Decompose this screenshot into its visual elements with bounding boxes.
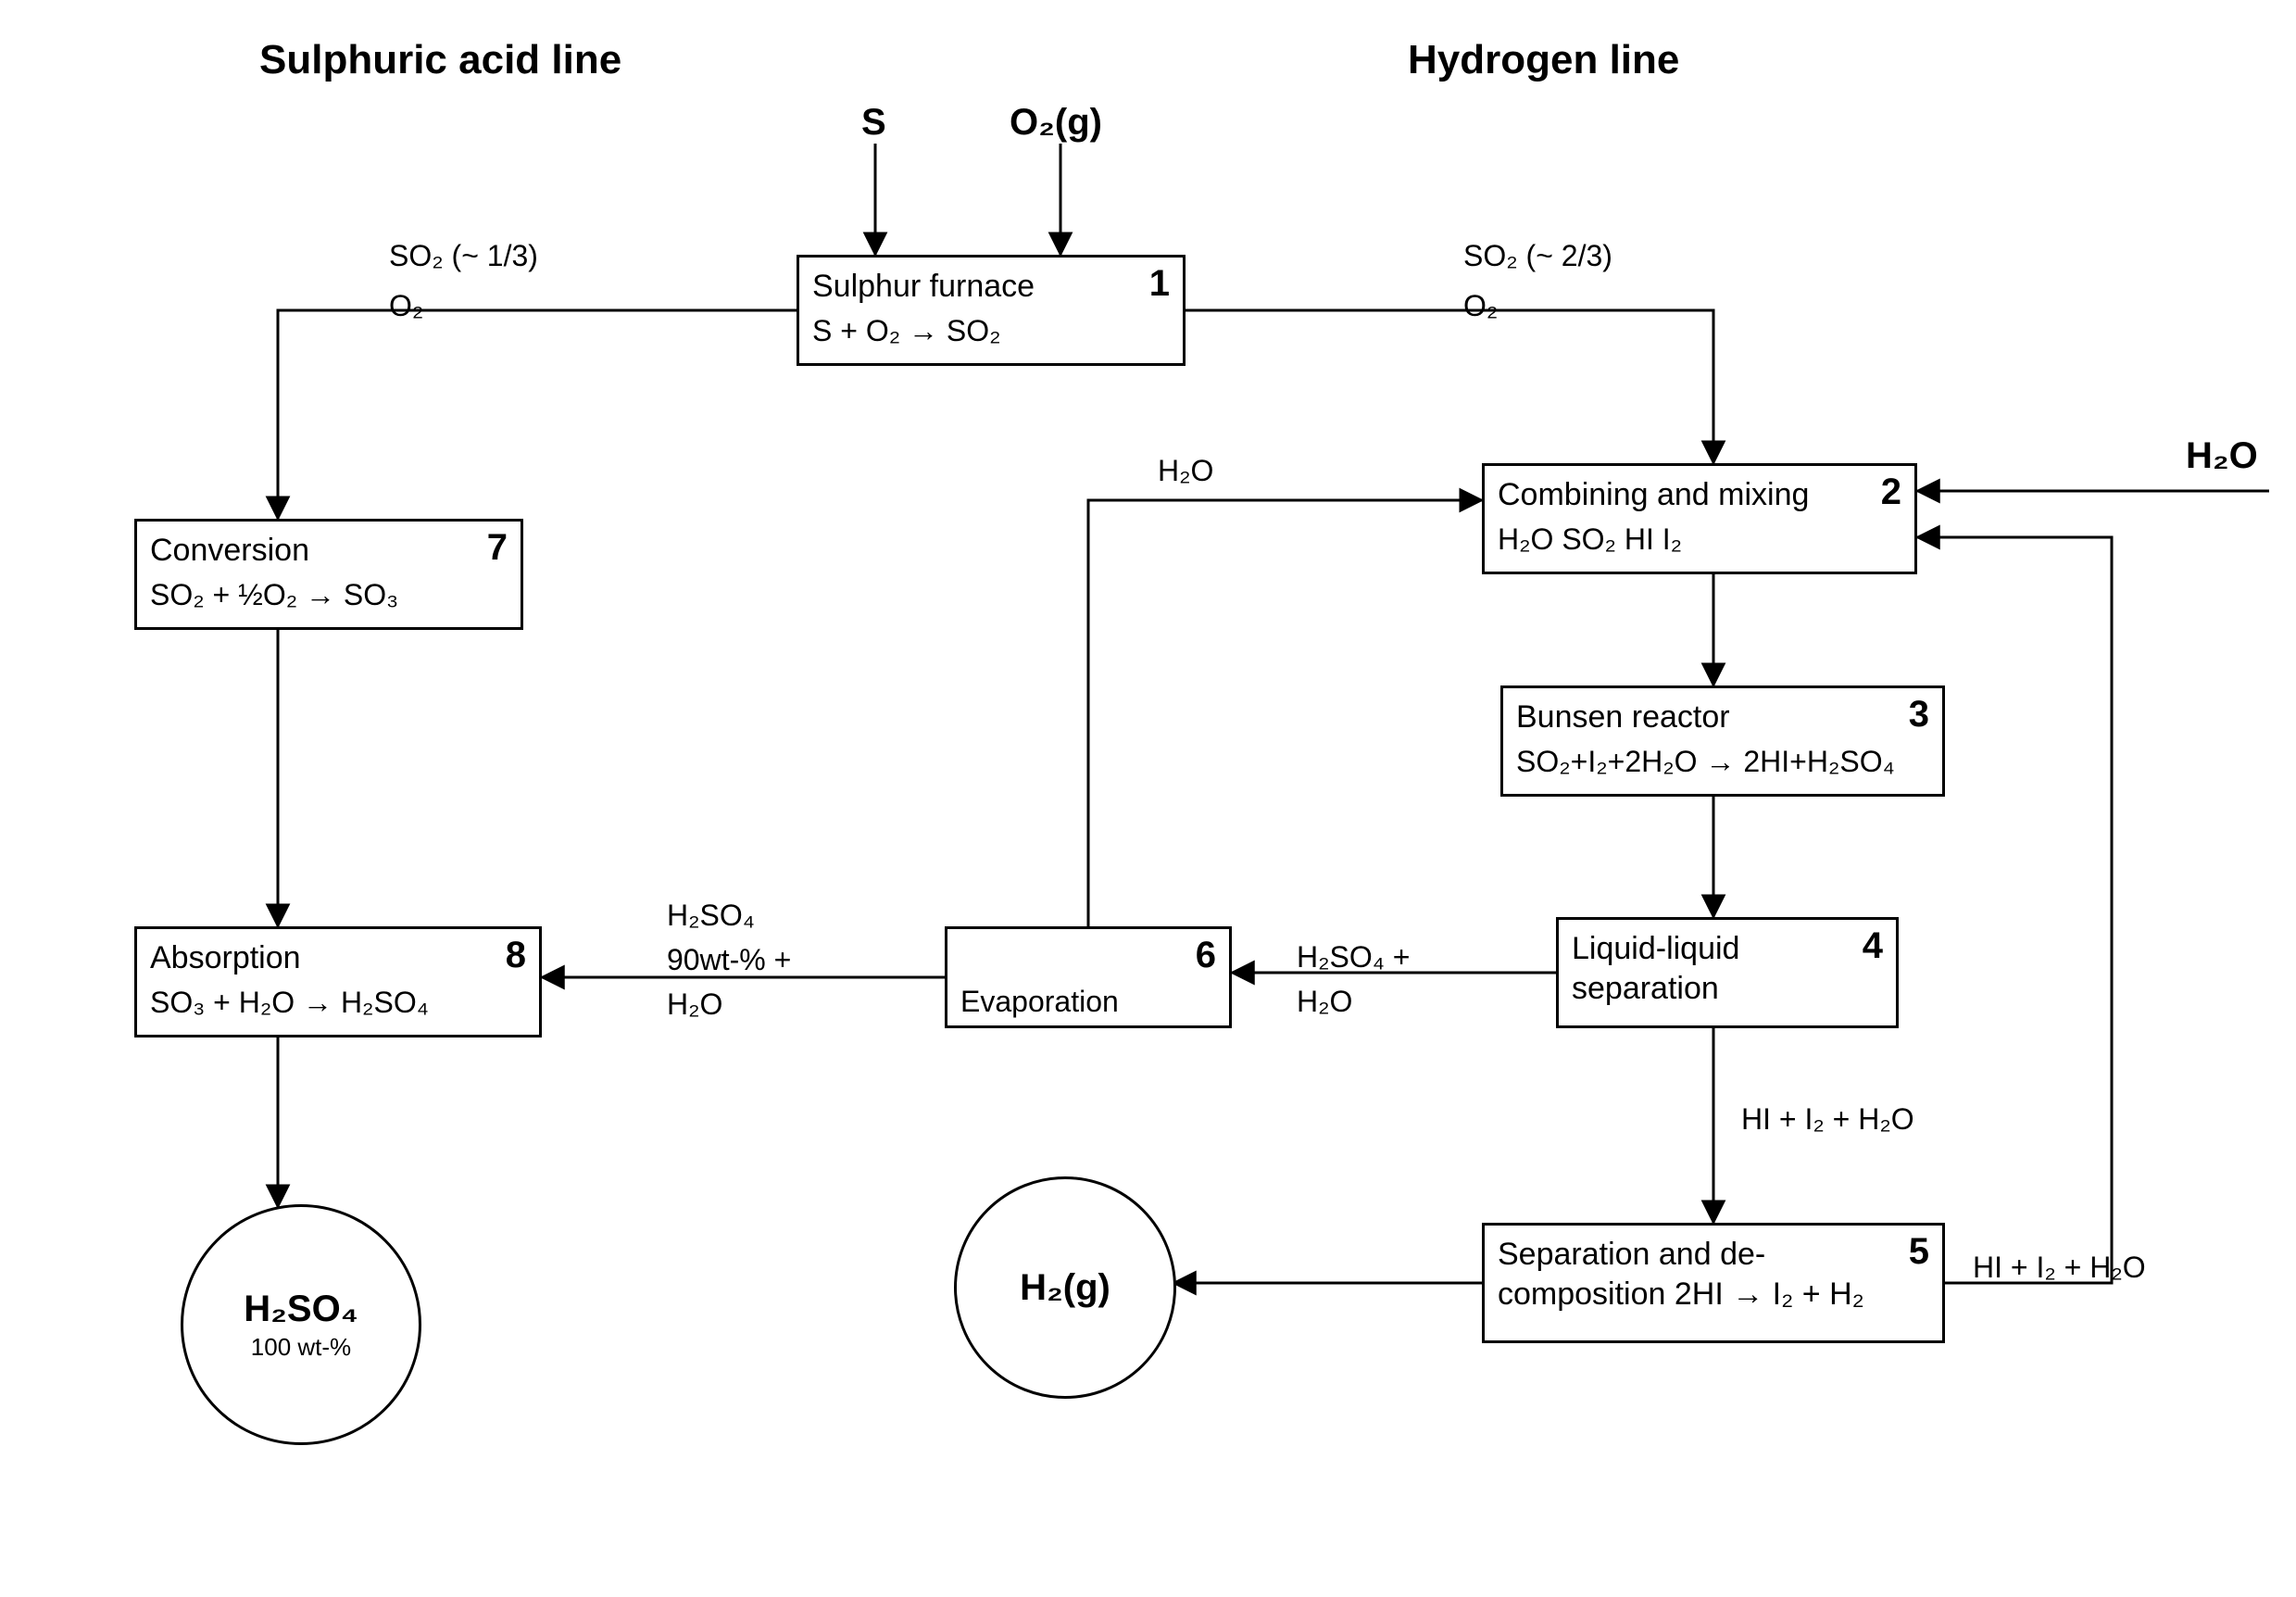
node-2-title: Combining and mixing (1498, 475, 1901, 515)
edge-1_to_left (278, 310, 797, 519)
node-3-eq: SO₂+I₂+2H₂O → 2HI+H₂SO₄ (1516, 743, 1929, 780)
edge-5_loop_2 (1917, 537, 2112, 1283)
node-8-number: 8 (506, 935, 526, 976)
edge-label-6to8b: 90wt-% + (667, 943, 791, 977)
edge-label-6to2: H₂O (1158, 454, 1213, 488)
node-3-number: 3 (1909, 694, 1929, 736)
node-2-number: 2 (1881, 472, 1901, 513)
node-4-title: Liquid-liquid (1572, 929, 1883, 969)
edge-label-4to5: HI + I₂ + H₂O (1741, 1102, 1914, 1137)
input-O2: O₂(g) (1010, 102, 1102, 144)
node-2-eq: H₂O SO₂ HI I₂ (1498, 521, 1901, 558)
node-8-eq: SO₃ + H₂O → H₂SO₄ (150, 984, 526, 1021)
header-left: Sulphuric acid line (259, 37, 621, 83)
input-S: S (861, 102, 886, 144)
edge-label-6to8a: H₂SO₄ (667, 899, 755, 933)
node-4: 4 Liquid-liquid separation (1556, 917, 1899, 1028)
node-5: 5 Separation and de- composition 2HI → I… (1482, 1223, 1945, 1343)
circle-h2so4-sub: 100 wt-% (251, 1333, 351, 1362)
circle-h2so4: H₂SO₄ 100 wt-% (181, 1204, 421, 1445)
edge-label-5loop: HI + I₂ + H₂O (1973, 1251, 2146, 1285)
node-2: 2 Combining and mixing H₂O SO₂ HI I₂ (1482, 463, 1917, 574)
node-1-number: 1 (1149, 263, 1170, 305)
node-1-eq: S + O₂ → SO₂ (812, 312, 1170, 349)
node-4-number: 4 (1863, 925, 1883, 967)
node-6: 6 Evaporation (945, 926, 1232, 1028)
node-7-title: Conversion (150, 531, 508, 571)
edge-label-left-top: SO₂ (~ 1/3) (389, 239, 538, 273)
edge-label-4to6a: H₂SO₄ + (1297, 940, 1410, 975)
node-1-title: Sulphur furnace (812, 267, 1170, 307)
node-3-title: Bunsen reactor (1516, 698, 1929, 737)
node-5-number: 5 (1909, 1231, 1929, 1273)
input-H2O: H₂O (2186, 435, 2258, 477)
node-5-title2: composition 2HI → I₂ + H₂ (1498, 1275, 1929, 1314)
node-6-number: 6 (1196, 935, 1216, 976)
node-7: 7 Conversion SO₂ + ½O₂ → SO₃ (134, 519, 523, 630)
node-7-number: 7 (487, 527, 508, 569)
edge-label-right-bot: O₂ (1463, 289, 1498, 323)
node-7-eq: SO₂ + ½O₂ → SO₃ (150, 576, 508, 613)
edge-1_to_right (1186, 310, 1713, 463)
node-1: 1 Sulphur furnace S + O₂ → SO₂ (797, 255, 1186, 366)
node-6-eq: Evaporation (960, 983, 1216, 1020)
node-4-title2: separation (1572, 969, 1883, 1009)
edge-label-6to8c: H₂O (667, 987, 722, 1022)
edge-label-right-top: SO₂ (~ 2/3) (1463, 239, 1612, 273)
circle-h2so4-label: H₂SO₄ (244, 1289, 358, 1329)
flowchart-stage: Sulphuric acid line Hydrogen line S O₂(g… (0, 0, 2296, 1597)
node-3: 3 Bunsen reactor SO₂+I₂+2H₂O → 2HI+H₂SO₄ (1500, 685, 1945, 797)
node-8-title: Absorption (150, 938, 526, 978)
node-5-title: Separation and de- (1498, 1235, 1929, 1275)
edge-label-4to6b: H₂O (1297, 985, 1352, 1019)
edge-6_to_2 (1088, 500, 1482, 926)
circle-h2: H₂(g) (954, 1176, 1176, 1399)
header-right: Hydrogen line (1408, 37, 1679, 83)
circle-h2-label: H₂(g) (1020, 1267, 1110, 1308)
edge-label-left-bot: O₂ (389, 289, 423, 323)
node-8: 8 Absorption SO₃ + H₂O → H₂SO₄ (134, 926, 542, 1037)
